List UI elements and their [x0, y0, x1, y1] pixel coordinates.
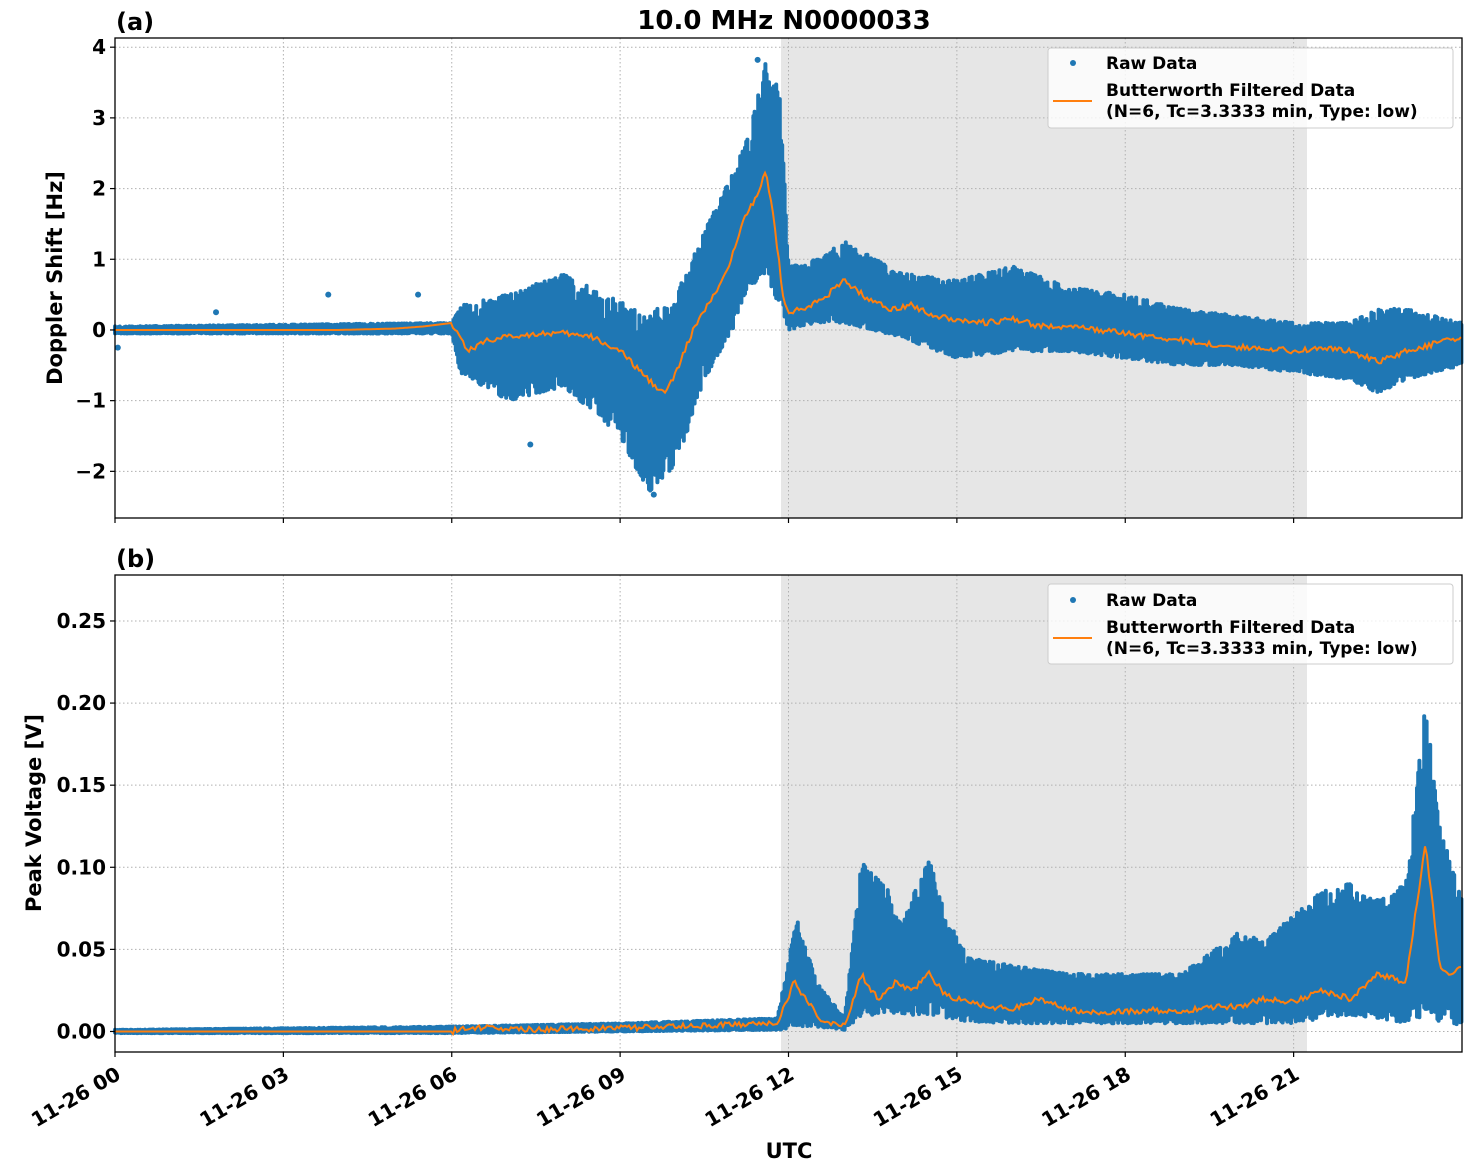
legend-raw-label: Raw Data: [1106, 54, 1197, 74]
y-tick-label: 3: [92, 106, 106, 130]
legend-filtered-label-2: (N=6, Tc=3.3333 min, Type: low): [1106, 639, 1418, 659]
panel-b-ylabel: Peak Voltage [V]: [22, 714, 46, 912]
y-tick-label: 1: [92, 247, 106, 271]
y-tick-label: 4: [92, 35, 106, 59]
panel-a-legend: Raw Data Butterworth Filtered Data (N=6,…: [1047, 47, 1454, 129]
y-tick-label: 0.15: [57, 773, 106, 797]
panel-b-filtered-line: [115, 846, 1462, 1037]
legend-raw-marker-icon: [1070, 60, 1076, 66]
legend-filtered-label-1: Butterworth Filtered Data: [1106, 81, 1355, 101]
legend-filtered-label-1: Butterworth Filtered Data: [1106, 618, 1355, 638]
panel-b: (b) 0.250.200.150.100.050.00 11-26 00 11-…: [22, 545, 1464, 1163]
x-tick-label: 11-26 15: [869, 1062, 967, 1132]
panel-b-label: (b): [116, 545, 155, 573]
y-tick-label: 0.20: [57, 691, 106, 715]
y-tick-label: 2: [92, 177, 106, 201]
y-tick-label: −1: [75, 389, 106, 413]
x-tick-label: 11-26 18: [1037, 1062, 1135, 1132]
y-tick-label: 0.25: [57, 609, 106, 633]
panel-b-legend: Raw Data Butterworth Filtered Data (N=6,…: [1047, 583, 1454, 665]
x-tick-label: 11-26 21: [1206, 1062, 1304, 1132]
panel-a-filtered-line: [115, 170, 1462, 395]
panel-b-x-axis: 11-26 00 11-26 03 11-26 06 11-26 09 11-26 12…: [27, 1052, 1303, 1132]
y-tick-label: 0: [92, 318, 106, 342]
legend-raw-marker-icon: [1070, 597, 1076, 603]
x-tick-label: 11-26 06: [364, 1062, 462, 1132]
legend-filtered-label-2: (N=6, Tc=3.3333 min, Type: low): [1106, 102, 1418, 122]
y-tick-label: 0.10: [57, 855, 106, 879]
x-axis-label: UTC: [766, 1139, 813, 1163]
panel-a-x-axis: [114, 518, 1295, 523]
figure-title: 10.0 MHz N0000033: [637, 6, 930, 36]
y-tick-label: −2: [75, 459, 106, 483]
panel-a-label: (a): [116, 8, 154, 36]
x-tick-label: 11-26 03: [195, 1062, 293, 1132]
x-tick-label: 11-26 09: [532, 1062, 630, 1132]
x-tick-label: 11-26 12: [700, 1062, 798, 1132]
y-tick-label: 0.00: [57, 1019, 106, 1043]
y-tick-label: 0.05: [57, 937, 106, 961]
panel-a-ylabel: Doppler Shift [Hz]: [43, 171, 67, 385]
panel-a-y-axis: 4 3 2 1 0 −1 −2: [75, 35, 115, 483]
panel-b-y-axis: 0.25 0.20 0.15 0.10 0.05 0.00: [57, 609, 115, 1043]
x-tick-label: 11-26 00: [27, 1062, 125, 1132]
panel-a: (a) 4 3 2 1 0 −1 −2 Doppler Shift [Hz] Raw Dat…: [43, 8, 1464, 523]
legend-raw-label: Raw Data: [1106, 591, 1197, 611]
